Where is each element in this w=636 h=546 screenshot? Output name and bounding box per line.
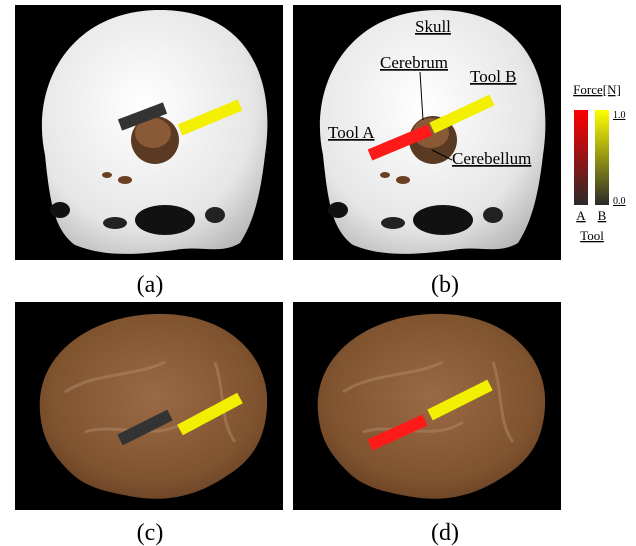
annotation: Tool A bbox=[328, 123, 375, 142]
panel-a-image bbox=[15, 5, 283, 260]
annotation: Tool B bbox=[470, 67, 517, 86]
annotation: Skull bbox=[415, 17, 451, 36]
panel-label: (a) bbox=[137, 272, 164, 298]
figure: Skull Cerebrum Tool B Tool A Cerebellum … bbox=[0, 0, 636, 546]
colorbar-axis-label: Tool bbox=[580, 228, 604, 243]
panel-d-image bbox=[293, 302, 561, 510]
colorbar-a bbox=[574, 110, 588, 205]
colorbar-tool: A bbox=[576, 208, 586, 223]
colorbar-b bbox=[595, 110, 609, 205]
colorbar-max: 1.0 bbox=[613, 110, 626, 121]
annotation: Cerebellum bbox=[452, 149, 531, 168]
colorbar-title: Force[N] bbox=[573, 82, 621, 97]
panel-label: (b) bbox=[431, 272, 459, 298]
colorbar-tool: B bbox=[598, 208, 607, 223]
colorbar-min: 0.0 bbox=[613, 196, 626, 207]
annotation: Cerebrum bbox=[380, 53, 448, 72]
panel-c-image bbox=[15, 302, 283, 510]
panel-label: (d) bbox=[431, 520, 459, 546]
panel-label: (c) bbox=[137, 520, 164, 546]
